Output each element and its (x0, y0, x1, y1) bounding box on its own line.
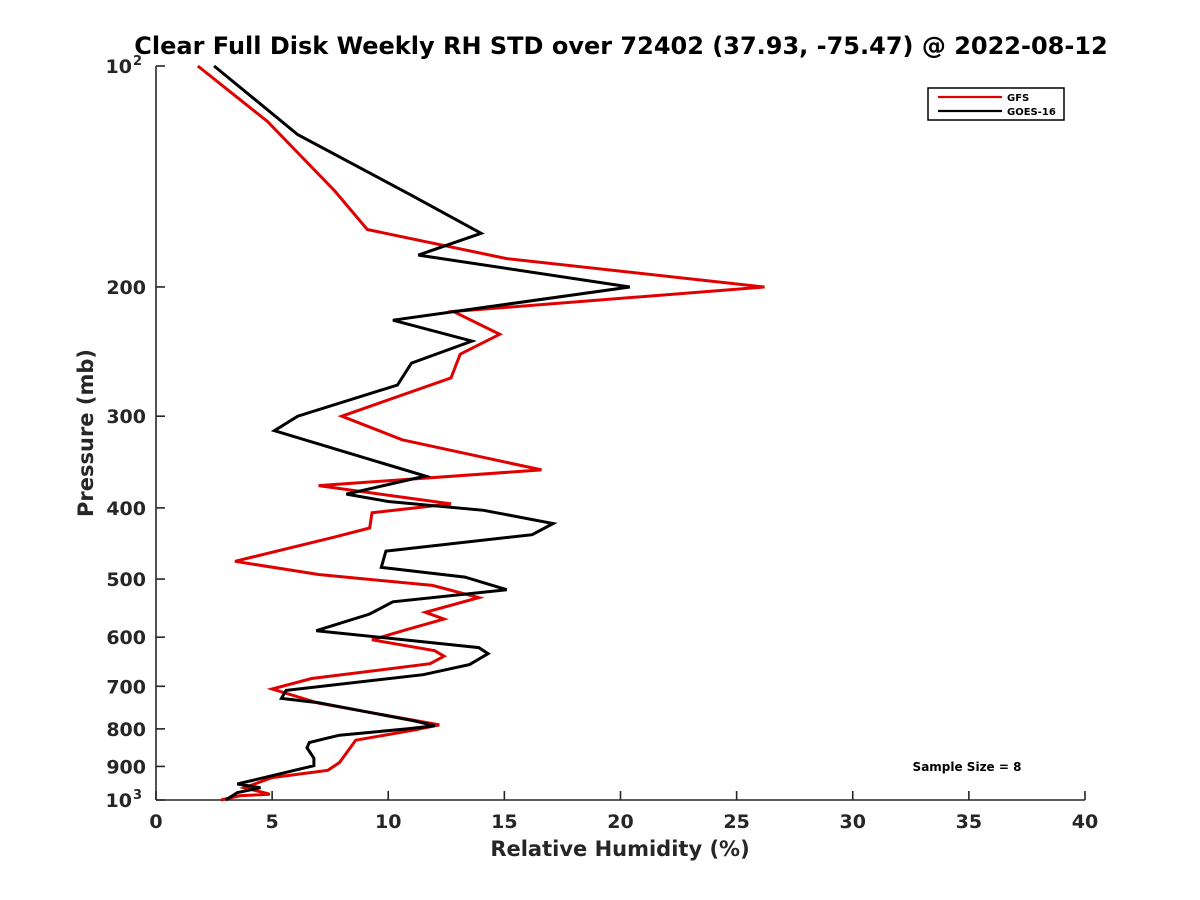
y-tick-label: 300 (106, 406, 146, 428)
sample-size-annotation: Sample Size = 8 (913, 760, 1022, 774)
y-tick-label: 600 (106, 627, 146, 649)
x-tick-label: 30 (840, 811, 866, 833)
x-tick-label: 10 (375, 811, 401, 833)
y-tick-label: 700 (106, 676, 146, 698)
x-tick-label: 15 (491, 811, 517, 833)
x-ticks: 0 5 10 15 20 25 30 35 40 (149, 791, 1098, 833)
y-axis-label: Pressure (mb) (74, 349, 98, 517)
y-tick-label: 10 (106, 56, 132, 78)
y-tick-label: 800 (106, 719, 146, 741)
legend-label-goes16: GOES-16 (1007, 107, 1056, 118)
x-axis-label: Relative Humidity (%) (490, 837, 749, 861)
chart-title: Clear Full Disk Weekly RH STD over 72402… (134, 32, 1107, 60)
x-tick-label: 40 (1072, 811, 1098, 833)
x-tick-label: 5 (266, 811, 279, 833)
y-tick-exponent: 3 (133, 788, 142, 803)
y-tick-label: 900 (106, 756, 146, 778)
y-tick-label: 400 (106, 498, 146, 520)
x-tick-label: 20 (607, 811, 633, 833)
legend: GFS GOES-16 (927, 87, 1065, 121)
y-tick-exponent: 2 (133, 54, 142, 69)
x-tick-label: 0 (149, 811, 162, 833)
y-tick-label: 10 (106, 790, 132, 812)
y-tick-label: 200 (106, 277, 146, 299)
series-line-goes16 (213, 64, 631, 802)
series-layer (196, 64, 765, 802)
x-tick-label: 35 (956, 811, 982, 833)
y-tick-label: 500 (106, 569, 146, 591)
legend-label-gfs: GFS (1007, 93, 1029, 104)
series-line-gfs (196, 64, 765, 802)
legend-box (927, 87, 1065, 121)
x-tick-label: 25 (723, 811, 749, 833)
